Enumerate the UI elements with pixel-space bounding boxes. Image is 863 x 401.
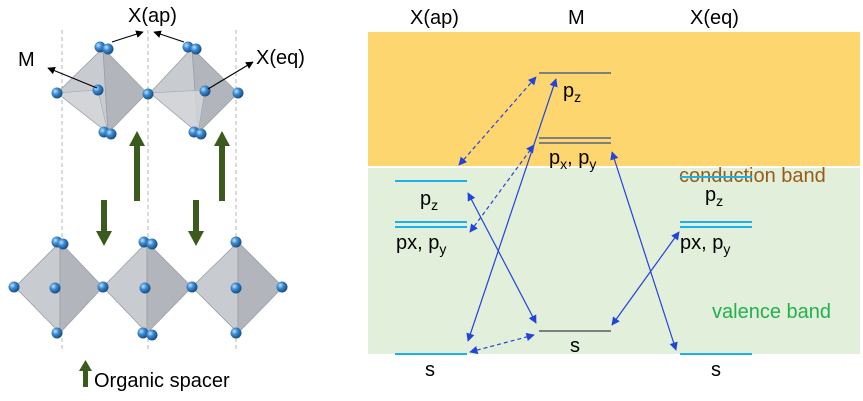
column-m: M bbox=[568, 7, 585, 29]
pointer-xeq bbox=[207, 61, 254, 90]
atom bbox=[230, 327, 242, 339]
atom bbox=[230, 282, 242, 294]
atom bbox=[190, 43, 202, 55]
column-x-eq: X(eq) bbox=[690, 7, 739, 29]
atom bbox=[186, 281, 198, 293]
atom bbox=[146, 329, 158, 341]
legend-label: Organic spacer bbox=[94, 370, 230, 392]
label-xeq-pxpy: px, py bbox=[680, 232, 730, 257]
label-xeq-pz: pz bbox=[705, 184, 723, 209]
column-x-ap: X(ap) bbox=[410, 7, 459, 29]
atom bbox=[146, 238, 158, 250]
atom bbox=[195, 128, 207, 140]
valence-band-region bbox=[368, 168, 860, 354]
label-xap-pxpy: px, py bbox=[396, 232, 446, 257]
label-xap-pz: pz bbox=[420, 188, 438, 213]
valence-band-label: valence band bbox=[712, 301, 831, 323]
spacer-arrows bbox=[96, 131, 230, 246]
spacer-arrow-up bbox=[129, 131, 145, 201]
spacer-arrow-down bbox=[96, 200, 112, 246]
legend-arrow-icon bbox=[79, 360, 92, 387]
label-xeq-s: s bbox=[711, 359, 721, 381]
arrow-m-s-to-xeq-pxpy bbox=[611, 231, 680, 326]
atom bbox=[139, 282, 151, 294]
atom bbox=[92, 84, 104, 96]
atom bbox=[51, 87, 63, 99]
label-m: M bbox=[18, 49, 35, 71]
energy-diagram: X(ap) M X(eq) conduction band valence ba… bbox=[368, 7, 860, 381]
pointer-m bbox=[47, 67, 98, 89]
atom bbox=[230, 236, 242, 248]
crystal-structure: X(ap) M X(eq) Organic spacer bbox=[8, 5, 305, 392]
atom bbox=[105, 128, 117, 140]
pointer-xap bbox=[111, 30, 144, 43]
atom bbox=[49, 282, 61, 294]
label-pointers bbox=[47, 30, 254, 90]
spacer-arrow-up bbox=[214, 131, 230, 201]
coupling-arrows bbox=[458, 76, 680, 355]
atoms bbox=[8, 41, 288, 341]
legend-organic-spacer: Organic spacer bbox=[79, 360, 230, 392]
conduction-band-region bbox=[368, 32, 860, 166]
spacer-arrow-down bbox=[188, 200, 204, 246]
atom bbox=[51, 327, 63, 339]
octahedron-bottom-middle bbox=[102, 241, 193, 334]
label-m-s: s bbox=[570, 335, 580, 357]
label-x-ap: X(ap) bbox=[128, 5, 177, 27]
atom bbox=[142, 88, 154, 100]
label-xap-s: s bbox=[425, 359, 435, 381]
label-m-pz: pz bbox=[563, 80, 581, 105]
arrow-xap-pz-to-m-s bbox=[467, 192, 537, 324]
atom bbox=[276, 281, 288, 293]
pointer-xap bbox=[153, 30, 185, 43]
atom bbox=[8, 281, 20, 293]
atom bbox=[57, 238, 69, 250]
octahedron-top-right bbox=[149, 46, 239, 134]
octahedron-top-left bbox=[56, 46, 148, 134]
label-x-eq: X(eq) bbox=[256, 47, 305, 69]
label-m-pxpy: px, py bbox=[549, 147, 596, 172]
atom bbox=[232, 87, 244, 99]
atom bbox=[102, 43, 114, 55]
atom bbox=[199, 85, 211, 97]
atom bbox=[97, 281, 109, 293]
conduction-band-label: conduction band bbox=[679, 165, 826, 187]
atom bbox=[137, 327, 149, 339]
